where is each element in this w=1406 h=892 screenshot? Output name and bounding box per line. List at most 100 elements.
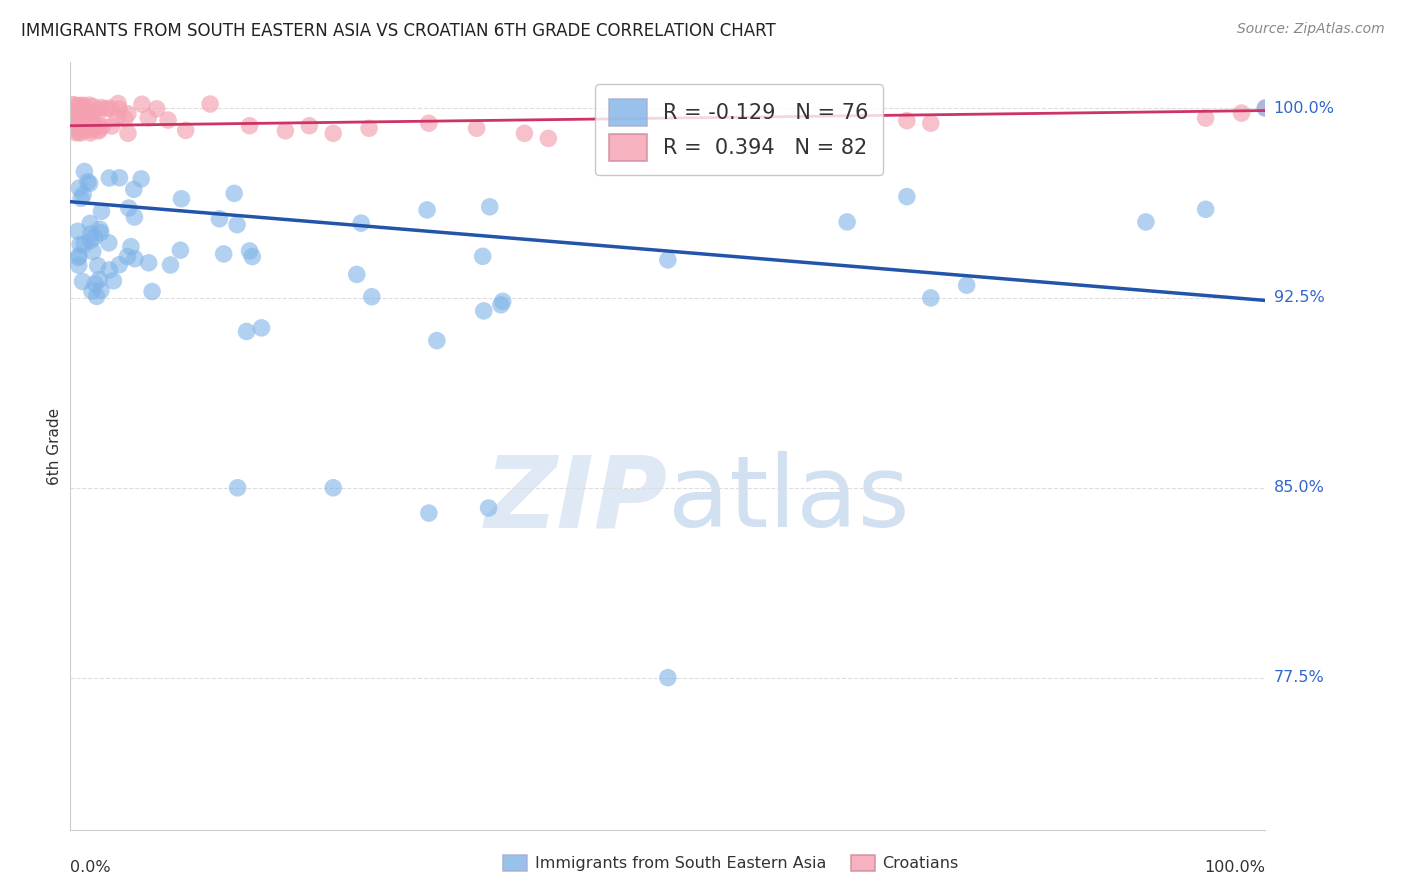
Point: [322, 481, 344, 495]
Point: [274, 124, 297, 138]
Point: [63, 110, 86, 124]
Point: [75, 114, 97, 128]
Point: [80, 227, 103, 241]
Point: [87, 122, 110, 136]
Point: [89, 272, 111, 286]
Point: [63, 98, 86, 112]
Point: [67, 125, 90, 139]
Point: [1195, 202, 1218, 217]
Point: [86, 259, 108, 273]
Point: [350, 216, 373, 230]
Point: [65, 106, 87, 120]
Point: [117, 126, 139, 140]
Point: [159, 258, 181, 272]
Point: [80, 104, 103, 119]
Point: [657, 252, 679, 267]
Point: [138, 256, 160, 270]
Point: [100, 101, 122, 115]
Point: [73, 119, 96, 133]
Point: [1254, 101, 1277, 115]
Point: [90, 226, 112, 240]
Point: [82, 100, 104, 114]
Point: [67, 99, 90, 113]
Point: [89, 222, 111, 236]
Point: [108, 170, 131, 185]
Point: [98, 171, 121, 186]
Point: [90, 101, 112, 115]
Point: [920, 291, 942, 305]
Point: [117, 107, 139, 121]
Point: [86, 289, 108, 303]
Point: [80, 234, 103, 248]
Text: 92.5%: 92.5%: [1274, 291, 1324, 305]
Point: [198, 97, 221, 112]
Point: [108, 258, 131, 272]
Text: Source: ZipAtlas.com: Source: ZipAtlas.com: [1237, 22, 1385, 37]
Point: [107, 96, 129, 111]
Point: [478, 200, 501, 214]
Point: [169, 244, 191, 258]
Point: [62, 104, 84, 119]
Point: [471, 249, 494, 263]
Point: [513, 126, 536, 140]
Point: [72, 187, 94, 202]
Point: [80, 119, 103, 133]
Point: [70, 102, 93, 116]
Text: 100.0%: 100.0%: [1205, 860, 1265, 875]
Point: [97, 235, 120, 250]
Point: [472, 304, 495, 318]
Point: [418, 506, 440, 520]
Point: [87, 124, 110, 138]
Point: [131, 97, 153, 112]
Legend: Immigrants from South Eastern Asia, Croatians: Immigrants from South Eastern Asia, Croa…: [496, 848, 966, 878]
Point: [73, 237, 96, 252]
Point: [416, 202, 439, 217]
Point: [69, 98, 91, 112]
Point: [322, 126, 344, 140]
Point: [80, 284, 103, 298]
Point: [83, 230, 105, 244]
Point: [90, 283, 112, 297]
Point: [70, 105, 93, 120]
Point: [82, 244, 104, 259]
Point: [360, 290, 382, 304]
Point: [117, 250, 139, 264]
Point: [69, 109, 91, 123]
Point: [124, 210, 146, 224]
Point: [66, 224, 89, 238]
Point: [67, 109, 90, 123]
Point: [1254, 101, 1277, 115]
Point: [65, 119, 87, 133]
Point: [70, 120, 93, 134]
Text: 77.5%: 77.5%: [1274, 670, 1324, 685]
Point: [1230, 106, 1253, 120]
Point: [145, 102, 167, 116]
Point: [69, 237, 91, 252]
Point: [80, 123, 103, 137]
Point: [114, 112, 136, 126]
Point: [62, 110, 84, 124]
Point: [70, 191, 93, 205]
Point: [89, 119, 111, 133]
Point: [174, 123, 197, 137]
Point: [75, 109, 97, 123]
Point: [79, 177, 101, 191]
Point: [72, 275, 94, 289]
Point: [67, 181, 90, 195]
Point: [67, 103, 90, 117]
Point: [346, 268, 368, 282]
Point: [108, 102, 131, 116]
Point: [492, 294, 515, 309]
Point: [226, 218, 249, 232]
Point: [75, 112, 97, 127]
Text: 100.0%: 100.0%: [1274, 101, 1334, 115]
Point: [72, 98, 94, 112]
Text: ZIP: ZIP: [485, 451, 668, 549]
Point: [1135, 215, 1157, 229]
Point: [89, 103, 111, 117]
Point: [141, 285, 163, 299]
Point: [157, 113, 180, 128]
Point: [465, 121, 488, 136]
Point: [208, 211, 231, 226]
Point: [118, 201, 141, 215]
